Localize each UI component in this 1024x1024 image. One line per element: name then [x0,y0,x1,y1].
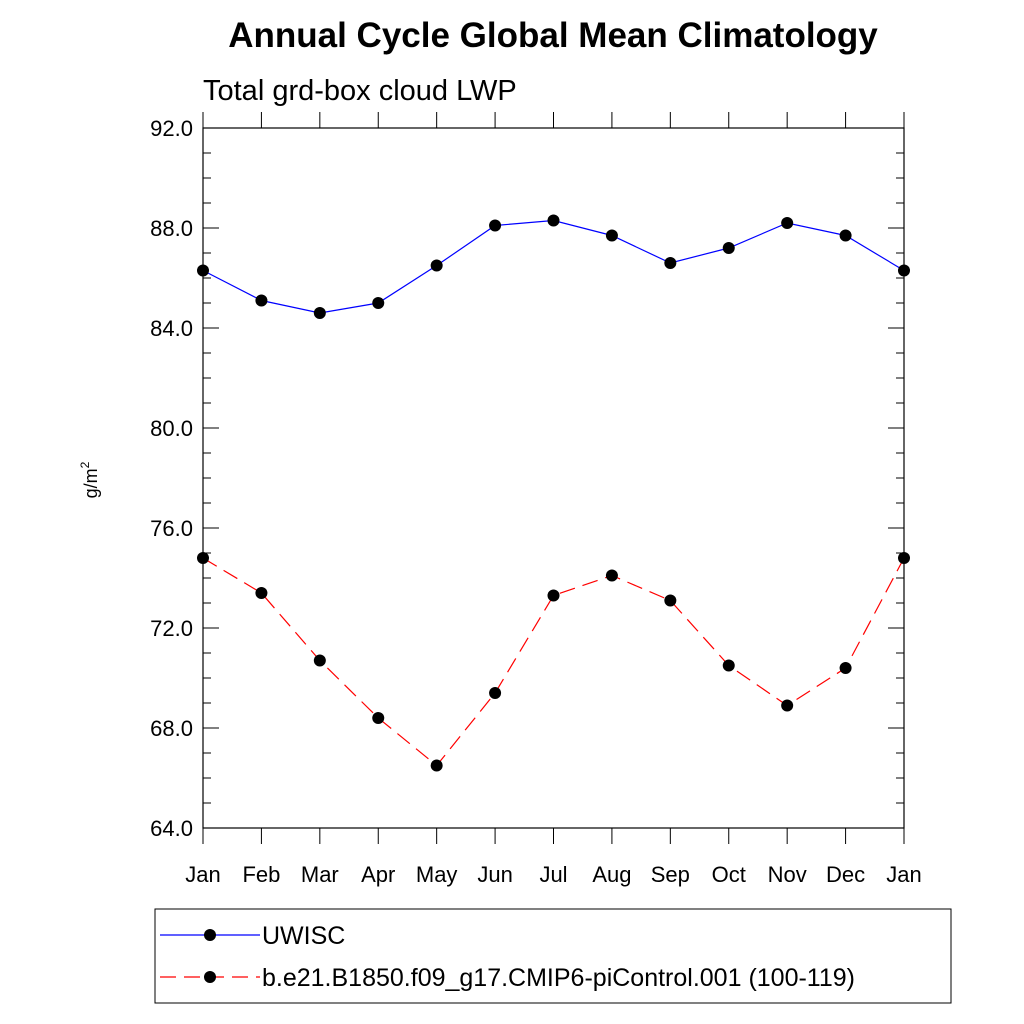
series-layer [197,214,910,772]
series-0-point [489,219,502,232]
plot-frame [202,127,905,829]
x-tick-label: Oct [712,862,746,887]
series-1-point [197,552,209,564]
y-tick-label: 76.0 [150,516,193,541]
series-1-point [430,759,443,772]
series-0-point [313,307,326,319]
series-line-1 [202,557,905,767]
y-tick-label: 68.0 [150,716,193,741]
axes: 64.0 68.0 72.0 76.0 80.0 84.0 88.0 92.0 Jan Feb Ma… [150,112,922,887]
x-tick-label: Jun [477,862,512,887]
x-tick-label: Jul [539,862,567,887]
series-0-point [372,297,385,309]
x-tick-label: Aug [592,862,631,887]
y-tick-label: 80.0 [150,416,193,441]
series-1-point [313,654,326,667]
series-0-point [197,264,209,277]
legend: UWISC b.e21.B1850.f09_g17.CMIP6-piControl… [160,922,855,992]
series-0-point [430,259,443,272]
x-tick-label: Sep [651,862,690,887]
legend-label-1: b.e21.B1850.f09_g17.CMIP6-piControl.001 … [262,964,855,992]
y-tick-label: 64.0 [150,816,193,841]
y-tick-label: 72.0 [150,616,193,641]
series-1-point [664,594,677,607]
y-tick-label: 88.0 [150,216,193,241]
series-1-point [722,659,735,672]
series-1-point [605,569,618,582]
series-0-point [547,214,560,227]
series-1-point [839,662,852,674]
series-1-point [898,552,910,564]
x-tick-label: Apr [361,862,395,887]
chart-title: Annual Cycle Global Mean Climatology [228,16,878,55]
x-tick-label: Jan [185,862,220,887]
x-tick-label: Jan [886,862,921,887]
series-0-point [605,229,618,242]
series-1-point [255,587,268,599]
series-line-0 [202,219,905,314]
y-tick-label: 84.0 [150,316,193,341]
legend-box [154,908,952,1004]
x-tick-label: Nov [768,862,807,887]
series-1-point [372,712,385,724]
x-tick-label: Feb [242,862,280,887]
x-tick-label: May [416,862,458,887]
x-tick-label: Mar [301,862,339,887]
series-1-point [489,687,502,699]
series-1-point [781,699,794,712]
legend-marker-0 [204,929,216,941]
series-0-point [722,242,735,254]
series-0-point [781,217,794,229]
series-0-point [664,257,677,269]
y-axis-label: g/m2 [78,461,101,498]
series-0-point [839,229,852,242]
x-tick-label: Dec [826,862,865,887]
series-0-point [898,264,910,277]
series-0-point [255,294,268,307]
y-tick-label: 92.0 [150,116,193,141]
series-1-point [547,589,560,602]
legend-label-0: UWISC [262,922,345,950]
chart-subtitle: Total grd-box cloud LWP [203,75,517,107]
legend-marker-1 [204,971,216,983]
